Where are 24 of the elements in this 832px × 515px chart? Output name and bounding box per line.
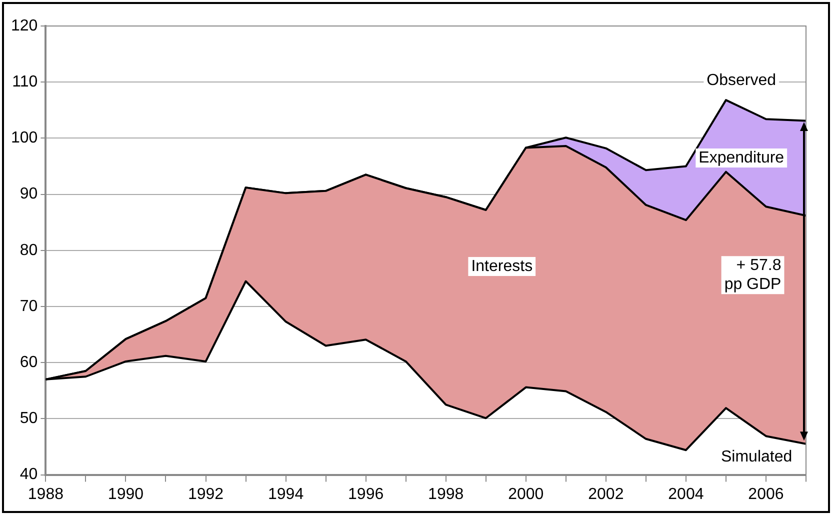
y-tick-label: 110 <box>12 74 38 91</box>
x-tick-label: 2004 <box>668 486 704 503</box>
x-tick-label: 2006 <box>748 486 784 503</box>
x-tick-label: 1990 <box>108 486 144 503</box>
y-tick-label: 90 <box>20 186 38 203</box>
annotation: Expenditure <box>698 149 784 166</box>
x-tick-label: 1988 <box>28 486 64 503</box>
x-tick-label: 1998 <box>428 486 464 503</box>
y-tick-label: 40 <box>20 466 38 484</box>
annotation: Observed <box>706 72 776 90</box>
y-tick-label: 60 <box>20 354 38 372</box>
annotation: Interests <box>471 258 533 275</box>
y-tick-label: 100 <box>10 130 38 147</box>
y-tick-label: 120 <box>10 17 38 34</box>
x-tick-label: 1992 <box>188 486 224 503</box>
y-tick-label: 50 <box>20 410 38 428</box>
annotation: Simulated <box>721 448 792 466</box>
x-tick-label: 1994 <box>268 486 304 503</box>
x-tick-label: 2000 <box>508 486 544 503</box>
y-tick-label: 70 <box>20 298 38 315</box>
x-tick-label: 1996 <box>348 486 384 503</box>
x-tick-label: 2002 <box>588 486 624 503</box>
y-tick-label: 80 <box>20 242 38 259</box>
annotation: + 57.8 pp GDP <box>724 256 782 293</box>
